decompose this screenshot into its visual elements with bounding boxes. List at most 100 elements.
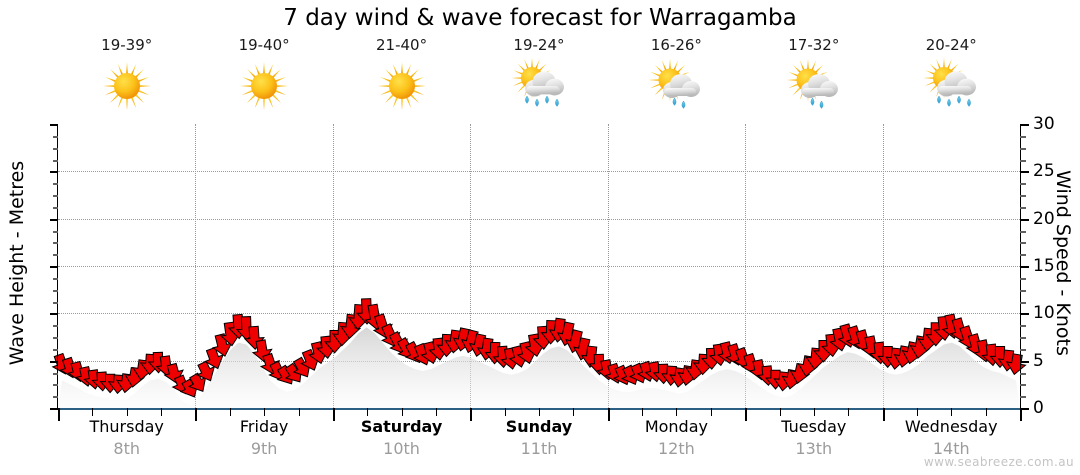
y2-tick-minor: [1020, 147, 1026, 150]
y-tick-major: [50, 171, 58, 174]
day-column-friday: 19-40°: [195, 36, 332, 120]
x-tick-major: [470, 408, 473, 421]
x-tick-minor: [229, 408, 231, 416]
y2-tick-major: [1020, 124, 1029, 126]
watermark: www.seabreeze.com.au: [923, 455, 1074, 469]
day-column-sunday: 19-24°: [470, 36, 607, 120]
x-tick-minor: [367, 408, 369, 416]
y-tick-minor: [53, 396, 58, 399]
y-tick-minor: [53, 159, 58, 162]
sun-cloud-shower-icon: [645, 56, 707, 116]
day-name: Thursday: [89, 417, 164, 436]
x-tick-minor: [642, 408, 644, 416]
y-tick-minor: [53, 384, 58, 387]
gridline-vertical: [882, 124, 884, 408]
plot-area: 0123456051015202530: [50, 116, 1055, 421]
y2-tick-minor: [1020, 277, 1026, 280]
y-tick-minor: [53, 183, 58, 186]
wind-barb: [211, 333, 233, 357]
day-column-thursday: 19-39°: [58, 36, 195, 120]
y2-tick-major: [1020, 313, 1029, 316]
series-layer: [51, 298, 1027, 408]
sun-cloud-rain-icon: [508, 56, 570, 116]
y2-tick-minor: [1020, 254, 1026, 257]
y2-tick-major: [1020, 360, 1029, 363]
y2-tick-minor: [1020, 183, 1026, 186]
y-tick-major: [50, 218, 58, 221]
temperature-range: 20-24°: [925, 36, 977, 54]
y2-tick-minor: [1020, 135, 1026, 138]
x-tick-major: [195, 408, 198, 421]
y2-tick-minor: [1020, 384, 1026, 387]
x-tick-major: [58, 408, 60, 421]
sunny-icon: [233, 56, 295, 116]
wave-height-area: [58, 327, 1020, 408]
day-label-sunday: Sunday 11th: [470, 416, 607, 474]
day-name: Wednesday: [904, 417, 998, 436]
y2-tick-minor: [1020, 206, 1026, 209]
x-tick-minor: [985, 408, 987, 416]
y2-axis-label: 0: [1033, 398, 1044, 418]
y-tick-minor: [53, 147, 58, 150]
y2-axis-label: 15: [1033, 256, 1055, 276]
wind-barb: [195, 360, 216, 382]
y-tick-minor: [53, 348, 58, 351]
gridline-vertical: [745, 124, 747, 408]
day-date: 10th: [383, 439, 420, 458]
x-tick-minor: [539, 408, 540, 416]
x-tick-minor: [813, 408, 815, 416]
day-label-friday: Friday 9th: [195, 416, 332, 474]
y2-axis-label: 20: [1033, 208, 1055, 229]
day-column-monday: 16-26°: [608, 36, 745, 120]
y2-tick-minor: [1020, 372, 1026, 375]
y2-tick-minor: [1020, 337, 1026, 339]
x-tick-minor: [264, 408, 266, 416]
wind-barb: [203, 346, 224, 370]
day-name: Sunday: [505, 417, 573, 436]
y2-tick-minor: [1020, 396, 1026, 399]
x-tick-minor: [504, 408, 506, 416]
x-tick-minor: [401, 408, 403, 416]
y-tick-major: [50, 313, 58, 316]
y-tick-minor: [53, 135, 58, 138]
sun-cloud-rain-icon: [920, 56, 982, 116]
x-tick-minor: [573, 408, 575, 416]
x-tick-major: [332, 408, 335, 421]
x-tick-major: [745, 408, 748, 421]
day-date: 12th: [658, 439, 695, 458]
day-header-row: 19-39° 19-40°: [58, 36, 1020, 120]
day-name: Saturday: [360, 417, 443, 436]
x-tick-major: [607, 408, 610, 421]
day-date: 11th: [520, 439, 558, 458]
gridline-vertical: [332, 124, 334, 408]
y2-tick-major: [1020, 408, 1029, 410]
wind-barb: [187, 372, 207, 393]
temperature-range: 16-26°: [650, 36, 702, 54]
gridline-horizontal: [58, 266, 1020, 267]
day-label-saturday: Saturday 10th: [333, 416, 470, 474]
y2-tick-minor: [1020, 325, 1026, 328]
y-tick-minor: [53, 206, 58, 209]
y-tick-major: [50, 360, 58, 363]
gridline-vertical: [470, 124, 472, 408]
temperature-range: 17-32°: [788, 36, 840, 54]
temperature-range: 21-40°: [376, 36, 428, 54]
x-tick-minor: [848, 408, 850, 416]
y-tick-minor: [53, 337, 58, 339]
y-tick-major: [50, 266, 58, 268]
wind-barb-series: [51, 298, 1027, 398]
y-tick-minor: [53, 230, 58, 233]
x-tick-major: [1020, 408, 1022, 421]
y-tick-major: [50, 124, 58, 126]
gridline-horizontal: [58, 171, 1020, 173]
day-column-wednesday: 20-24°: [883, 36, 1020, 120]
y2-tick-minor: [1020, 301, 1026, 304]
day-date: 14th: [932, 439, 970, 458]
y2-tick-minor: [1020, 242, 1026, 245]
page-title: 7 day wind & wave forecast for Warragamb…: [283, 5, 797, 31]
x-tick-minor: [161, 408, 163, 416]
x-tick-minor: [298, 408, 300, 416]
day-column-tuesday: 17-32°: [745, 36, 882, 120]
day-name: Tuesday: [781, 417, 847, 436]
